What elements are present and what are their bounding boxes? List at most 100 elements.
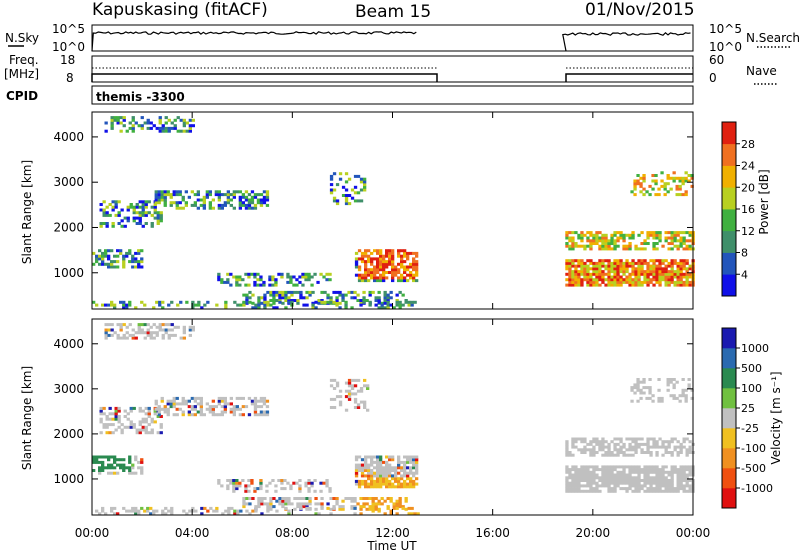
data-cell	[370, 474, 374, 478]
data-cell	[565, 489, 569, 493]
data-cell	[625, 453, 629, 457]
data-cell	[102, 208, 106, 212]
data-cell	[592, 448, 596, 452]
data-cell	[676, 487, 680, 491]
data-cell	[217, 195, 221, 199]
data-cell	[298, 484, 302, 488]
data-cell	[211, 407, 215, 411]
data-cell	[284, 499, 288, 503]
data-cell	[636, 383, 640, 387]
data-cell	[580, 267, 584, 271]
data-cell	[314, 497, 318, 500]
data-cell	[137, 325, 141, 329]
data-cell	[400, 254, 404, 258]
data-cell	[386, 303, 390, 307]
data-cell	[120, 431, 124, 435]
data-cell	[259, 203, 264, 207]
data-cell	[628, 275, 632, 279]
data-cell	[131, 129, 135, 133]
data-cell	[98, 254, 102, 258]
data-cell	[152, 124, 156, 128]
data-cell	[160, 396, 164, 400]
data-cell	[589, 440, 593, 444]
data-cell	[188, 325, 192, 329]
data-cell	[682, 272, 686, 276]
data-cell	[571, 465, 575, 469]
data-cell	[205, 193, 209, 197]
data-cell	[622, 278, 626, 282]
data-cell	[688, 272, 692, 276]
data-cell	[565, 242, 569, 245]
data-cell	[637, 264, 641, 268]
data-cell	[128, 509, 132, 513]
noise-trace-b	[562, 31, 691, 52]
data-cell	[619, 259, 623, 263]
data-cell	[379, 455, 383, 459]
data-cell	[681, 394, 685, 398]
data-cell	[379, 474, 383, 478]
data-cell	[634, 487, 638, 491]
data-cell	[178, 193, 182, 197]
data-cell	[682, 231, 686, 235]
data-cell	[229, 402, 233, 406]
data-cell	[676, 261, 680, 265]
data-cell	[661, 272, 665, 276]
data-cell	[568, 487, 572, 491]
data-cell	[675, 187, 679, 191]
data-cell	[667, 236, 671, 240]
data-cell	[301, 275, 305, 279]
data-cell	[415, 482, 419, 486]
data-cell	[129, 203, 133, 206]
data-cell	[278, 502, 282, 506]
data-cell	[413, 512, 417, 516]
data-cell	[126, 425, 130, 429]
data-cell	[281, 505, 285, 509]
data-cell	[101, 466, 105, 470]
data-cell	[191, 306, 195, 310]
data-cell	[364, 271, 368, 274]
data-cell	[163, 193, 167, 197]
data-cell	[364, 262, 368, 266]
data-cell	[170, 512, 174, 516]
data-cell	[347, 389, 352, 393]
data-cell	[407, 303, 411, 307]
data-cell	[634, 437, 638, 441]
data-cell	[169, 195, 173, 199]
data-cell	[101, 303, 105, 307]
velocity-colorbar-label: Velocity [m s⁻¹]	[769, 371, 783, 464]
data-cell	[397, 479, 401, 483]
data-cell	[157, 405, 161, 409]
data-cell	[595, 267, 599, 271]
data-cell	[643, 489, 647, 493]
data-cell	[601, 481, 605, 485]
data-cell	[571, 445, 575, 449]
data-cell	[262, 410, 267, 414]
data-cell	[266, 303, 270, 307]
data-cell	[568, 489, 572, 493]
data-cell	[649, 487, 653, 491]
data-cell	[676, 270, 680, 274]
data-cell	[122, 262, 126, 266]
data-cell	[395, 499, 399, 503]
data-cell	[565, 476, 569, 480]
data-cell	[170, 506, 174, 510]
data-cell	[646, 261, 650, 265]
data-cell	[643, 280, 647, 284]
data-cell	[586, 275, 590, 279]
data-cell	[670, 259, 674, 263]
data-cell	[95, 303, 99, 307]
data-cell	[263, 303, 267, 307]
data-cell	[113, 512, 117, 516]
data-cell	[158, 126, 162, 130]
data-cell	[377, 290, 381, 294]
data-cell	[388, 474, 392, 478]
data-cell	[386, 505, 390, 509]
data-cell	[379, 265, 383, 269]
data-cell	[332, 387, 337, 390]
data-cell	[359, 301, 363, 305]
data-cell	[373, 265, 377, 269]
data-cell	[640, 272, 644, 276]
data-cell	[217, 481, 221, 485]
data-cell	[101, 509, 105, 513]
data-cell	[391, 249, 395, 253]
